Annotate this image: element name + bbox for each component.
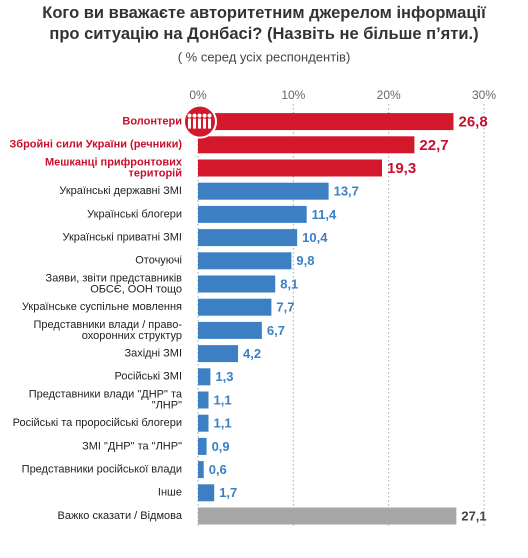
icon-head (192, 113, 197, 118)
value-label: 8,1 (280, 276, 298, 291)
icon-head (202, 113, 207, 118)
x-tick-label: 30% (472, 88, 496, 102)
icon-body (203, 118, 206, 129)
icon-head (207, 113, 212, 118)
value-label: 0,6 (209, 462, 227, 477)
value-label: 11,4 (312, 207, 337, 222)
value-label: 1,7 (219, 485, 237, 500)
category-label: Представники влади "ДНР" та "ЛНР" (29, 388, 183, 411)
x-tick-label: 0% (189, 88, 207, 102)
x-tick-label: 10% (281, 88, 305, 102)
value-label: 1,1 (213, 392, 231, 407)
category-label: Українські державні ЗМІ (59, 185, 182, 197)
icon-head (187, 113, 192, 118)
chart-subtitle: ( % серед усіх респондентів) (178, 49, 351, 64)
value-label: 4,2 (243, 346, 261, 361)
category-label: Інше (158, 487, 182, 499)
category-label: Російські та проросійські блогери (13, 417, 182, 429)
bar (198, 437, 207, 455)
value-label: 7,7 (276, 300, 294, 315)
bar (198, 136, 415, 154)
bar (198, 205, 307, 223)
category-label: Заяви, звіти представників ОБСЄ, ООН тощо (46, 272, 183, 295)
bar (198, 252, 292, 270)
bar (198, 159, 382, 177)
category-label: Мешканці прифронтових територій (45, 156, 183, 179)
x-tick-label: 20% (377, 88, 401, 102)
bar (198, 321, 262, 339)
value-label: 1,3 (215, 369, 233, 384)
bar (198, 414, 209, 432)
value-label: 1,1 (213, 416, 231, 431)
value-label: 13,7 (334, 184, 359, 199)
category-label: Важко сказати / Відмова (58, 510, 183, 522)
category-label: ЗМІ "ДНР" та "ЛНР" (82, 440, 182, 452)
bar (198, 298, 272, 316)
value-label: 19,3 (387, 160, 416, 177)
icon-body (193, 118, 196, 129)
bar (198, 345, 239, 363)
bar (198, 113, 454, 131)
bar (198, 182, 329, 200)
bar (198, 368, 211, 386)
category-label: Західні ЗМІ (124, 348, 182, 360)
icon-head (197, 113, 202, 118)
value-label: 27,1 (461, 508, 486, 523)
value-label: 26,8 (458, 114, 487, 131)
chart-title: Кого ви вважаєте авторитетним джерелом і… (42, 4, 486, 43)
category-label: Представники влади / право-охоронних стр… (34, 319, 183, 342)
icon-body (208, 118, 211, 129)
bar (198, 391, 209, 409)
bar (198, 484, 215, 502)
bar (198, 275, 276, 293)
bar (198, 229, 298, 247)
icon-body (198, 118, 201, 129)
icon-body (188, 118, 191, 129)
value-label: 22,7 (419, 137, 448, 154)
category-label: Російські ЗМІ (115, 371, 182, 383)
category-label: Збройні сили України (речники) (9, 139, 182, 151)
value-label: 10,4 (302, 230, 328, 245)
value-label: 9,8 (296, 253, 314, 268)
category-label: Оточуючі (135, 255, 182, 267)
value-label: 6,7 (267, 323, 285, 338)
category-label: Представники російської влади (22, 464, 182, 476)
category-label: Волонтери (122, 116, 182, 128)
bar (198, 461, 204, 479)
category-label: Українські блогери (87, 208, 182, 220)
value-label: 0,9 (212, 439, 230, 454)
category-label: Українські приватні ЗМІ (62, 232, 182, 244)
bar (198, 507, 457, 525)
category-label: Українське суспільне мовлення (22, 301, 182, 313)
